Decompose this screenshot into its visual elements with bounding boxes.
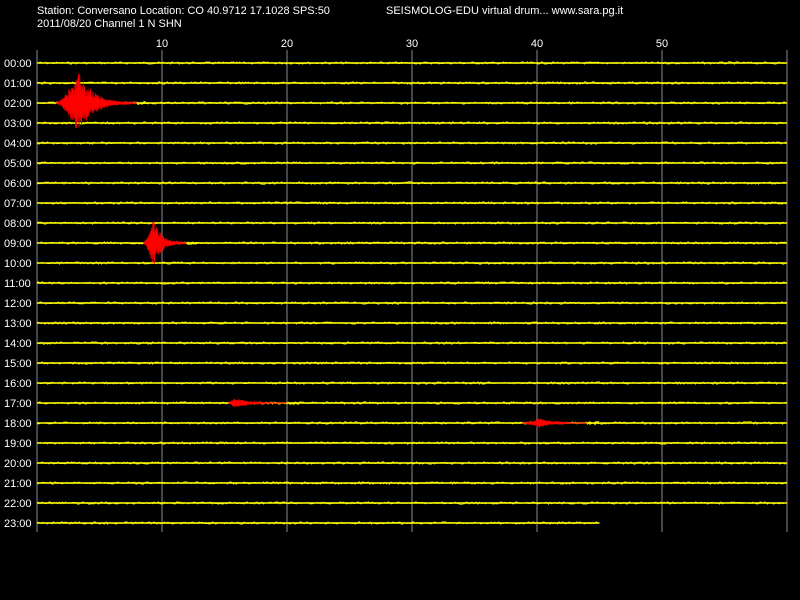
hour-label-05:00: 05:00 [4, 158, 32, 170]
hour-label-06:00: 06:00 [4, 178, 32, 190]
station-info: Station: Conversano Location: CO 40.9712… [37, 5, 330, 17]
hour-label-15:00: 15:00 [4, 358, 32, 370]
x-tick-label-20: 20 [281, 38, 293, 50]
trace-noise-10:00 [36, 261, 786, 265]
hour-label-04:00: 04:00 [4, 138, 32, 150]
seismic-event-2 [143, 221, 187, 264]
app-title: SEISMOLOG-EDU virtual drum... www.sara.p… [386, 5, 624, 17]
event-coda-1 [136, 101, 150, 106]
trace-noise-11:00 [36, 281, 786, 285]
trace-noise-00:00 [36, 61, 786, 65]
hour-label-02:00: 02:00 [4, 98, 32, 110]
hour-label-13:00: 13:00 [4, 318, 32, 330]
event-coda-4 [586, 421, 600, 426]
x-tick-label-30: 30 [406, 38, 418, 50]
trace-noise-07:00 [36, 201, 786, 205]
hour-label-21:00: 21:00 [4, 478, 32, 490]
trace-noise-17:00 [36, 401, 786, 405]
hour-label-14:00: 14:00 [4, 338, 32, 350]
trace-noise-04:00 [36, 141, 786, 145]
hour-label-01:00: 01:00 [4, 78, 32, 90]
hour-label-22:00: 22:00 [4, 498, 32, 510]
trace-noise-15:00 [36, 361, 786, 365]
trace-noise-01:00 [36, 81, 786, 85]
hour-label-17:00: 17:00 [4, 398, 32, 410]
hour-label-00:00: 00:00 [4, 58, 32, 70]
event-coda-2 [186, 241, 200, 246]
hour-label-11:00: 11:00 [4, 278, 31, 290]
x-tick-label-10: 10 [156, 38, 168, 50]
hour-label-03:00: 03:00 [4, 118, 32, 130]
hour-label-18:00: 18:00 [4, 418, 32, 430]
seismic-event-4 [522, 417, 587, 428]
x-tick-label-50: 50 [656, 38, 668, 50]
hour-label-20:00: 20:00 [4, 458, 32, 470]
trace-noise-14:00 [36, 341, 786, 345]
trace-noise-20:00 [36, 461, 786, 465]
trace-noise-05:00 [37, 161, 786, 165]
hour-label-12:00: 12:00 [4, 298, 32, 310]
hour-label-09:00: 09:00 [4, 238, 32, 250]
seismic-event-3 [228, 398, 287, 408]
x-tick-label-40: 40 [531, 38, 543, 50]
hour-label-23:00: 23:00 [4, 518, 32, 530]
trace-noise-06:00 [36, 181, 786, 185]
trace-noise-02:00 [36, 101, 786, 105]
hour-label-08:00: 08:00 [4, 218, 32, 230]
hour-label-19:00: 19:00 [4, 438, 32, 450]
trace-noise-12:00 [37, 301, 786, 305]
seismic-event-1 [55, 73, 138, 129]
trace-noise-22:00 [36, 501, 786, 505]
trace-noise-13:00 [36, 321, 786, 325]
event-coda-3 [286, 401, 300, 406]
date-channel-info: 2011/08/20 Channel 1 N SHN [37, 18, 182, 30]
hour-label-07:00: 07:00 [4, 198, 32, 210]
trace-noise-21:00 [36, 481, 786, 485]
trace-noise-19:00 [36, 441, 786, 445]
trace-noise-16:00 [36, 381, 786, 385]
trace-noise-18:00 [36, 421, 786, 425]
trace-noise-03:00 [36, 121, 786, 125]
hour-label-16:00: 16:00 [4, 378, 32, 390]
trace-noise-08:00 [36, 221, 786, 225]
trace-noise-23:00 [36, 521, 599, 525]
hour-label-10:00: 10:00 [4, 258, 32, 270]
